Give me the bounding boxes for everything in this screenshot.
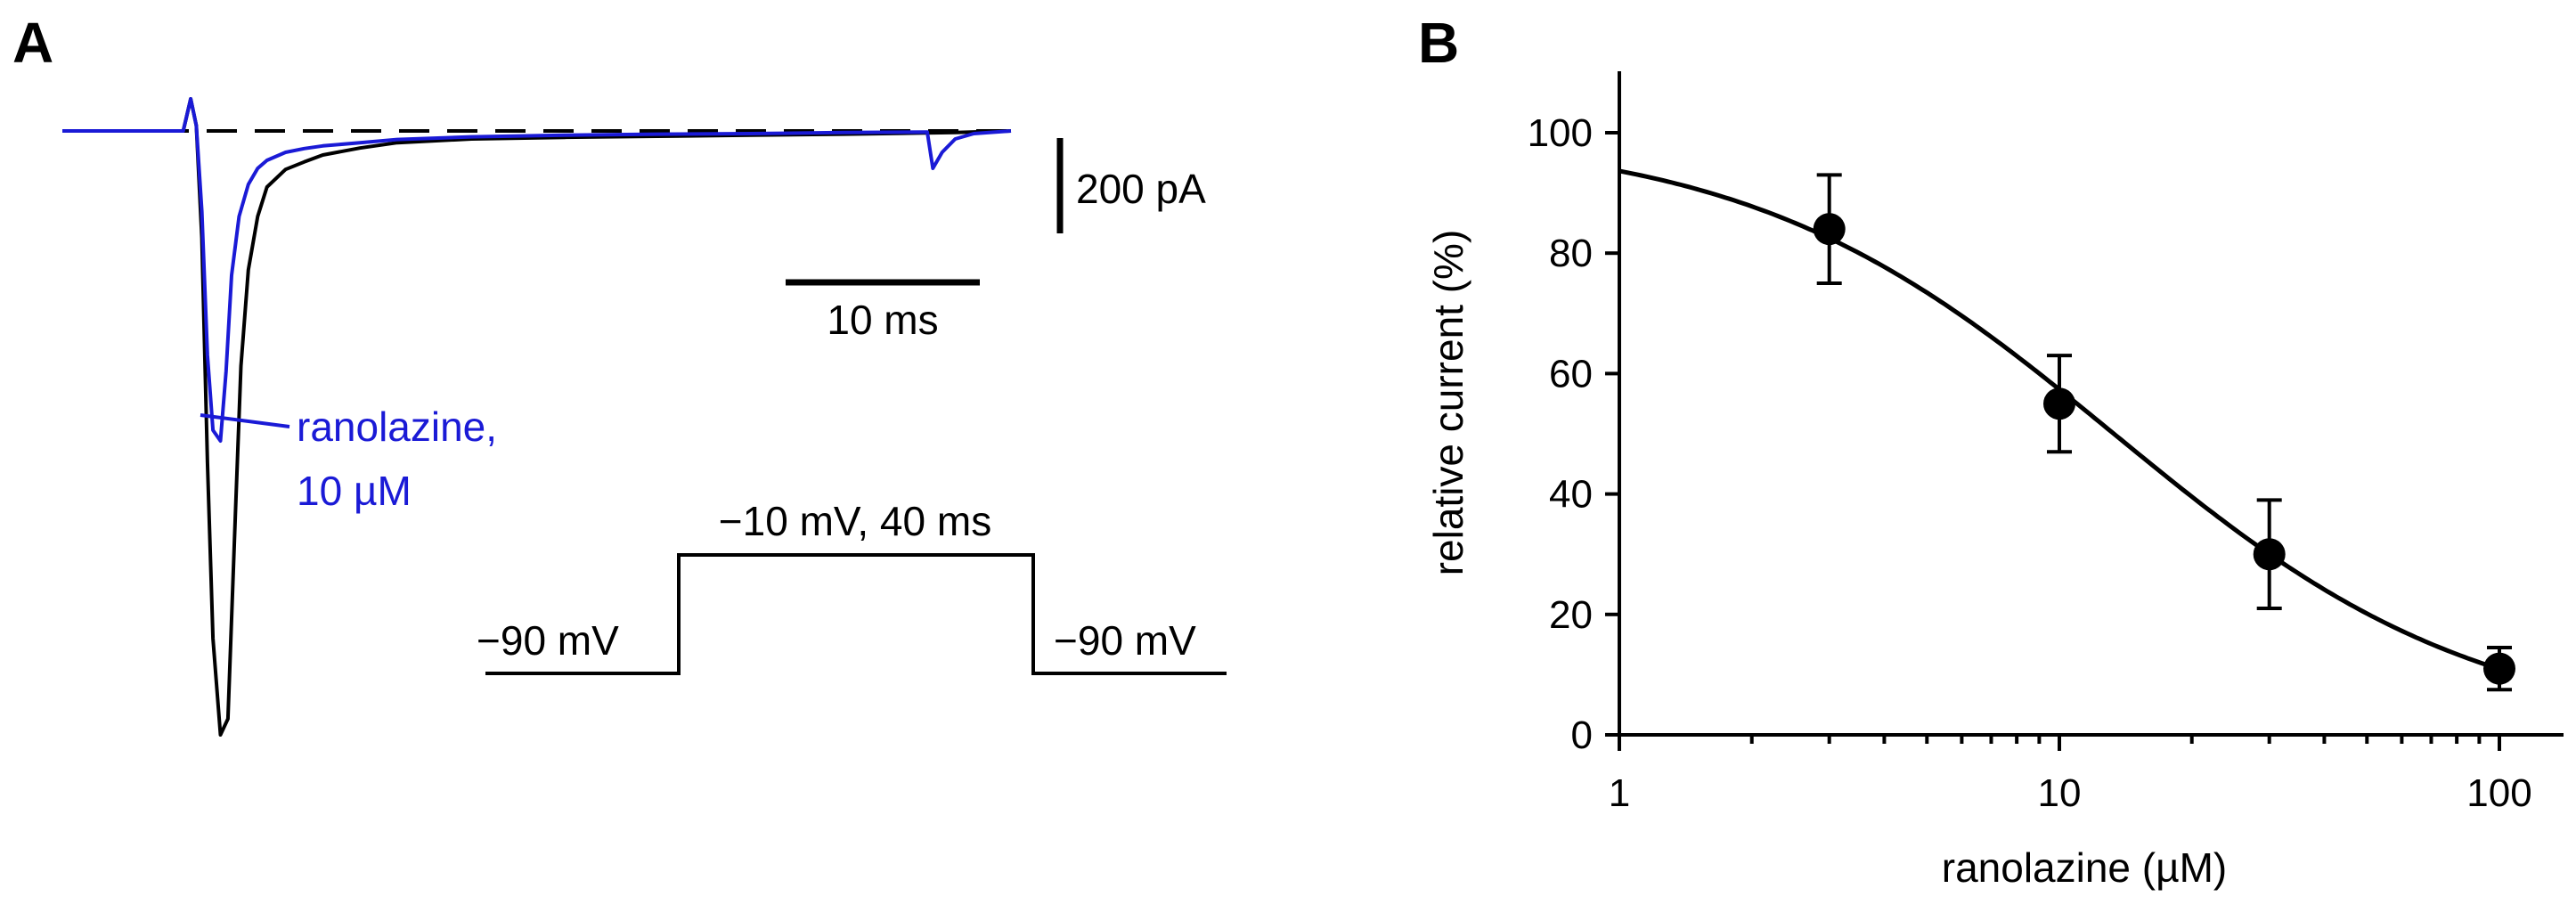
protocol-holding-left-label: −90 mV: [477, 617, 619, 664]
y-tick-label: 60: [1549, 352, 1593, 395]
y-tick-label: 100: [1528, 111, 1593, 155]
data-points: [1813, 173, 2515, 692]
x-axis-ticks: 1 10 100: [1609, 735, 2532, 815]
data-point: [2483, 652, 2515, 685]
voltage-protocol-trace: [485, 553, 1227, 675]
y-tick-label: 40: [1549, 473, 1593, 517]
panel-letter-a: A: [12, 11, 53, 75]
panel-a: A ranolazine, 10 µM 200 pA 10 ms −10 mV,…: [12, 11, 1227, 737]
x-tick-label: 1: [1609, 771, 1630, 815]
ranolazine-label-pointer: [200, 413, 290, 428]
panel-b: B 0 20 40 60 80 100 1 10 100 relative current (…: [1418, 11, 2564, 891]
y-axis-title: relative current (%): [1425, 230, 1471, 576]
time-scale-label: 10 ms: [827, 297, 938, 343]
y-tick-label: 80: [1549, 232, 1593, 275]
protocol-holding-right-label: −90 mV: [1054, 617, 1196, 664]
ranolazine-label-line2: 10 µM: [297, 468, 412, 514]
y-tick-label: 20: [1549, 593, 1593, 637]
current-scale-label: 200 pA: [1076, 166, 1206, 212]
ranolazine-trace: [62, 97, 1012, 443]
panel-letter-b: B: [1418, 11, 1459, 75]
protocol-step-label: −10 mV, 40 ms: [719, 498, 991, 544]
x-tick-label: 100: [2466, 771, 2531, 815]
x-tick-label: 10: [2038, 771, 2082, 815]
data-point: [2253, 538, 2286, 571]
y-tick-label: 0: [1571, 713, 1593, 757]
x-axis-title: ranolazine (µM): [1942, 844, 2228, 891]
y-axis-ticks: 0 20 40 60 80 100: [1528, 111, 1619, 757]
data-point: [2043, 387, 2075, 420]
ranolazine-label-line1: ranolazine,: [297, 404, 497, 450]
data-point: [1813, 213, 1846, 246]
